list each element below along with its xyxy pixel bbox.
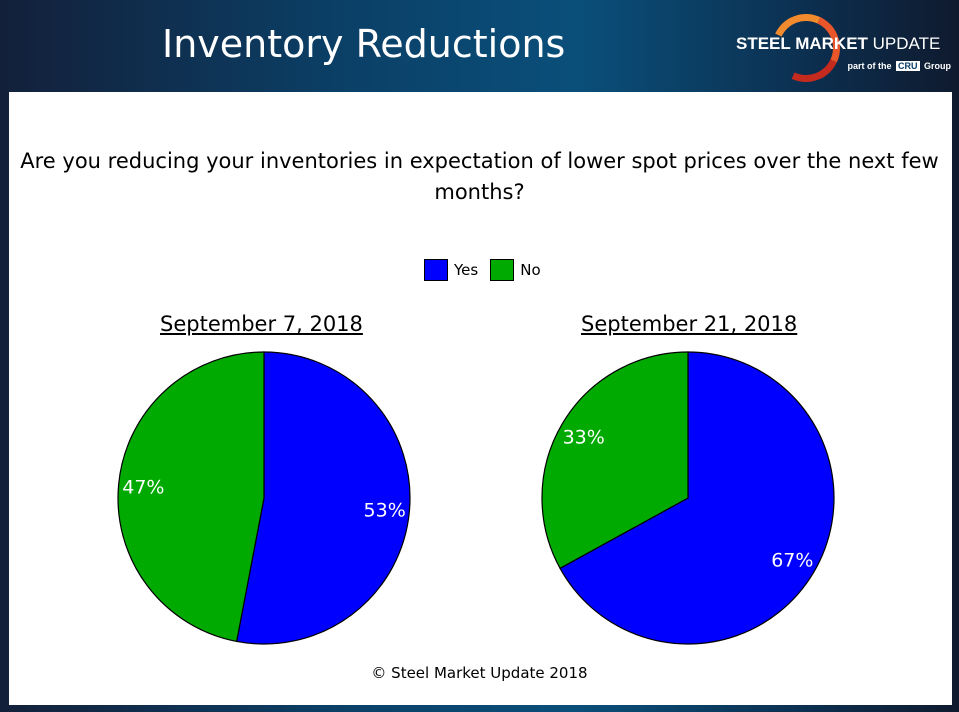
legend-label-yes: Yes [454, 261, 479, 279]
pie2-label-no: 33% [563, 426, 605, 448]
pie1-slice-yes [235, 351, 411, 645]
legend-swatch-no [490, 259, 515, 281]
legend: Yes No [424, 259, 541, 281]
pie1-label-yes: 53% [364, 499, 406, 521]
pie2-slice-no [541, 351, 689, 570]
copyright: © Steel Market Update 2018 [371, 664, 588, 682]
slide-title: Inventory Reductions [162, 22, 566, 66]
pie1-subtitle: September 7, 2018 [160, 312, 363, 336]
logo-text: STEEL MARKET UPDATE [736, 34, 941, 53]
pie1-label-no: 47% [122, 477, 164, 499]
pie2-slice-yes [559, 351, 835, 645]
legend-swatch-yes [424, 259, 448, 281]
pie2-label-yes: 67% [771, 550, 813, 572]
pie2-subtitle: September 21, 2018 [581, 312, 798, 336]
chart-title: Are you reducing your inventories in exp… [20, 149, 939, 204]
logo-subtext: part of the CRU Group [847, 61, 951, 71]
pie1-slice-no [117, 351, 265, 643]
steel-market-update-logo: STEEL MARKET UPDATE part of the CRU Grou… [736, 4, 951, 92]
legend-label-no: No [520, 261, 541, 279]
